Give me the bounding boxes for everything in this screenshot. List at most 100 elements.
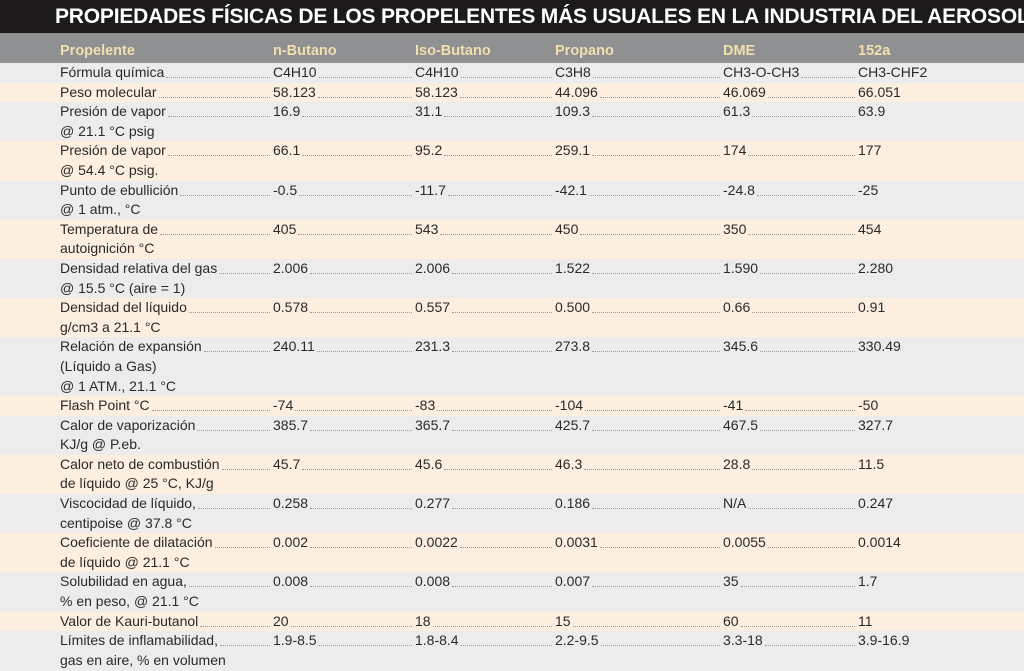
property-label: Relación de expansión (Líquido a Gas) @ 1 … — [0, 337, 273, 396]
dot-leader — [299, 181, 412, 196]
value-cell: 2.280 — [858, 259, 1024, 298]
value-cell: 259.1 — [555, 141, 723, 180]
cell-value: 0.500 — [555, 299, 591, 316]
dot-leader — [437, 396, 552, 412]
value-cell: -74 — [273, 396, 415, 416]
dot-leader — [760, 259, 855, 274]
cell-value: 543 — [415, 220, 439, 237]
value-cell: 405 — [273, 220, 415, 259]
property-label: Límites de inflamabilidad, gas en aire, %… — [0, 631, 273, 670]
cell-value: 327.7 — [858, 416, 894, 433]
property-label: Flash Point °C — [0, 396, 273, 416]
value-cell: 365.7 — [415, 416, 555, 455]
cell-value: 3.9-16.9 — [858, 632, 910, 649]
cell-value: -41 — [723, 397, 744, 414]
value-cell: 58.123 — [273, 83, 415, 103]
cell-value: 28.8 — [723, 455, 751, 472]
dot-leader — [592, 572, 720, 588]
dot-leader — [760, 337, 855, 353]
property-label: Coeficiente de dilatación de líquido @ 21… — [0, 533, 273, 572]
cell-value: 1.8-8.4 — [415, 632, 459, 649]
dot-leader — [197, 416, 270, 431]
value-cell: CH3-O-CH3 — [723, 63, 858, 83]
cell-value: 0.247 — [858, 495, 894, 512]
cell-value: 1.522 — [555, 259, 591, 276]
property-label: Peso molecular — [0, 83, 273, 103]
value-cell: -83 — [415, 396, 555, 416]
value-cell: 231.3 — [415, 337, 555, 396]
value-cell: 45.6 — [415, 455, 555, 494]
value-cell: 0.557 — [415, 298, 555, 337]
value-cell: C3H8 — [555, 63, 723, 83]
value-cell: -24.8 — [723, 181, 858, 220]
label-line: Presión de vapor — [60, 142, 166, 159]
dot-leader — [748, 141, 855, 157]
column-header: 152a — [858, 43, 891, 59]
column-header-row: Propelente n-Butano Iso-Butano Propano D… — [0, 33, 1024, 63]
label-line: Temperatura de — [60, 220, 159, 237]
dot-leader — [160, 220, 270, 235]
cell-value: 2.006 — [273, 259, 309, 276]
label-line: Densidad relativa del gas — [60, 259, 218, 276]
table-row: Relación de expansión (Líquido a Gas) @ 1 … — [0, 337, 1024, 397]
cell-value: 58.123 — [273, 83, 316, 100]
label-line: Fórmula química — [60, 64, 165, 80]
label-line: % en peso, @ 21.1 °C — [60, 593, 199, 610]
value-cell: 2.006 — [273, 259, 415, 298]
value-cell: 1.8-8.4 — [415, 631, 555, 670]
value-cell: C4H10 — [273, 63, 415, 83]
cell-value: 16.9 — [273, 103, 301, 120]
label-line: Peso molecular — [60, 83, 157, 100]
value-cell: 1.522 — [555, 259, 723, 298]
dot-leader — [197, 494, 270, 510]
dot-leader — [219, 631, 270, 647]
property-label: Densidad del líquido g/cm3 a 21.1 °C — [0, 298, 273, 337]
value-cell: 2.2-9.5 — [555, 631, 723, 670]
table-row: Fórmula química C4H10 C4H10 C3H8 CH3-O-CH3 CH… — [0, 63, 1024, 83]
dot-leader — [200, 612, 270, 627]
value-cell: 0.0031 — [555, 533, 723, 572]
property-label: Valor de Kauri-butanol — [0, 612, 273, 632]
value-cell: -25 — [858, 181, 1024, 220]
dot-leader — [452, 259, 552, 274]
dot-leader — [302, 102, 412, 118]
dot-leader — [756, 181, 855, 196]
label-line: de líquido @ 25 °C, KJ/g — [60, 475, 214, 492]
cell-value: 273.8 — [555, 338, 591, 355]
column-header: Iso-Butano — [415, 43, 491, 59]
dot-leader — [460, 63, 552, 78]
cell-value: 44.096 — [555, 83, 598, 100]
dot-leader — [745, 396, 855, 412]
label-line: Presión de vapor — [60, 103, 166, 120]
dot-leader — [167, 102, 270, 118]
dot-leader — [310, 298, 412, 314]
value-cell: 0.008 — [273, 572, 415, 611]
dot-leader — [452, 337, 552, 353]
dot-leader — [592, 416, 720, 431]
property-label: Punto de ebullición @ 1 atm., °C — [0, 181, 273, 220]
value-cell: N/A — [723, 494, 858, 533]
value-cell: 46.3 — [555, 455, 723, 494]
cell-value: 18 — [415, 612, 431, 629]
value-cell: 45.7 — [273, 455, 415, 494]
cell-value: 0.002 — [273, 534, 309, 551]
value-cell: -41 — [723, 396, 858, 416]
value-cell: 385.7 — [273, 416, 415, 455]
cell-value: 385.7 — [273, 416, 309, 433]
dot-leader — [585, 396, 720, 412]
table-row: Peso molecular 58.123 58.123 44.096 46.069 66… — [0, 82, 1024, 103]
cell-value: -50 — [858, 397, 879, 414]
dot-leader — [600, 631, 720, 647]
property-label: Temperatura de autoignición °C — [0, 220, 273, 259]
table-row: Coeficiente de dilatación de líquido @ 21… — [0, 533, 1024, 573]
value-cell: 16.9 — [273, 102, 415, 141]
dot-leader — [572, 612, 720, 627]
cell-value: 2.006 — [415, 259, 451, 276]
column-header: Propelente — [60, 43, 135, 59]
label-line: KJ/g @ P.eb. — [60, 436, 141, 453]
cell-value: 60 — [723, 612, 739, 629]
value-cell: 15 — [555, 612, 723, 632]
cell-value: -25 — [858, 181, 879, 198]
table-row: Temperatura de autoignición °C 405 543 450 35… — [0, 219, 1024, 259]
value-cell: 0.0022 — [415, 533, 555, 572]
